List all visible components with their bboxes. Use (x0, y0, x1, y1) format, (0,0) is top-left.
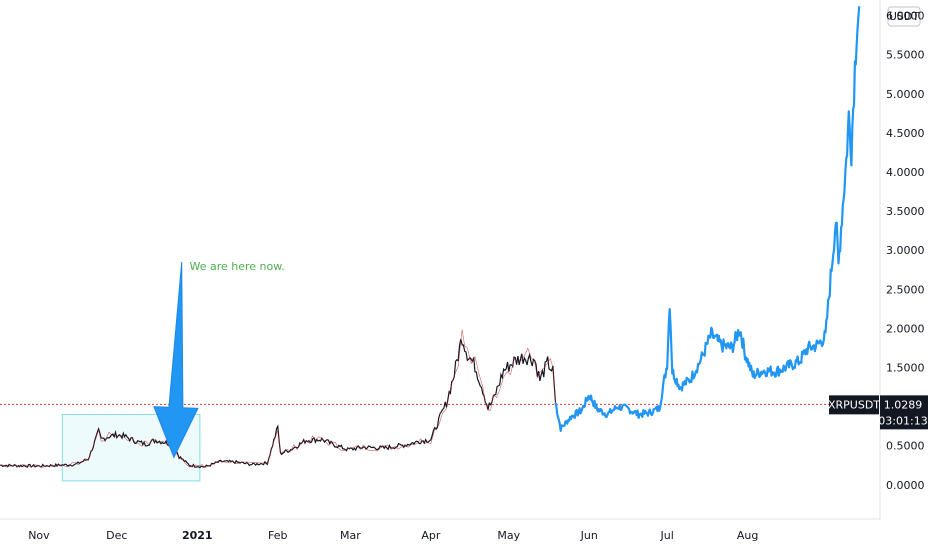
projection-series (554, 6, 861, 432)
date-tick-label: Nov (28, 529, 50, 542)
date-tick-label: Apr (421, 529, 441, 542)
date-tick-label: Jun (580, 529, 598, 542)
price-history-down-wicks (0, 329, 556, 469)
price-axis[interactable]: 6.0000 5.5000 5.0000 4.5000 4.0000 3.5000 3.00… (886, 10, 925, 492)
price-tick-label: 6.0000 (886, 10, 925, 23)
date-tick-label: Aug (737, 529, 758, 542)
date-tick-label: Jul (659, 529, 673, 542)
currency-label: USDT (889, 10, 920, 23)
annotation-text[interactable]: We are here now. (189, 260, 284, 273)
price-tick-label: 3.0000 (886, 244, 925, 257)
bar-countdown: 03:01:13 (878, 414, 927, 427)
price-tick-label: 1.5000 (886, 362, 925, 375)
price-tick-label: 4.0000 (886, 166, 925, 179)
arrow-annotation[interactable] (153, 261, 199, 459)
date-tick-label: Feb (268, 529, 287, 542)
price-tick-label: 3.5000 (886, 205, 925, 218)
price-tick-label: 2.0000 (886, 322, 925, 335)
date-tick-label: Dec (106, 529, 127, 542)
current-price-value: 1.0289 (884, 398, 923, 411)
time-axis[interactable]: Nov Dec 2021 Feb Mar Apr May Jun Jul Aug (28, 529, 758, 542)
price-history-series (0, 338, 557, 469)
price-tick-label: 5.0000 (886, 88, 925, 101)
price-tick-label: 0.0000 (886, 479, 925, 492)
date-tick-label: Mar (340, 529, 361, 542)
currency-badge[interactable]: USDT (887, 6, 921, 27)
price-tick-label: 4.5000 (886, 127, 925, 140)
price-tick-label: 2.5000 (886, 283, 925, 296)
date-tick-label: 2021 (182, 529, 213, 542)
price-tick-label: 5.5000 (886, 49, 925, 62)
date-tick-label: May (497, 529, 520, 542)
symbol-price-badge: XRPUSDT 1.0289 03:01:13 (828, 395, 928, 430)
price-tick-label: 0.5000 (886, 440, 925, 453)
symbol-label: XRPUSDT (828, 398, 880, 411)
